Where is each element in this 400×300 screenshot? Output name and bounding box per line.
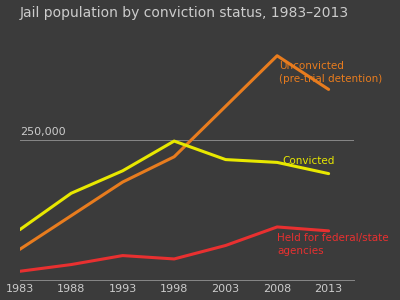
Text: Held for federal/state
agencies: Held for federal/state agencies — [277, 233, 389, 256]
Text: 250,000: 250,000 — [20, 127, 65, 136]
Text: Jail population by conviction status, 1983–2013: Jail population by conviction status, 19… — [20, 6, 349, 20]
Text: Convicted: Convicted — [282, 156, 335, 166]
Text: Unconvicted
(pre-trial detention): Unconvicted (pre-trial detention) — [279, 61, 382, 84]
